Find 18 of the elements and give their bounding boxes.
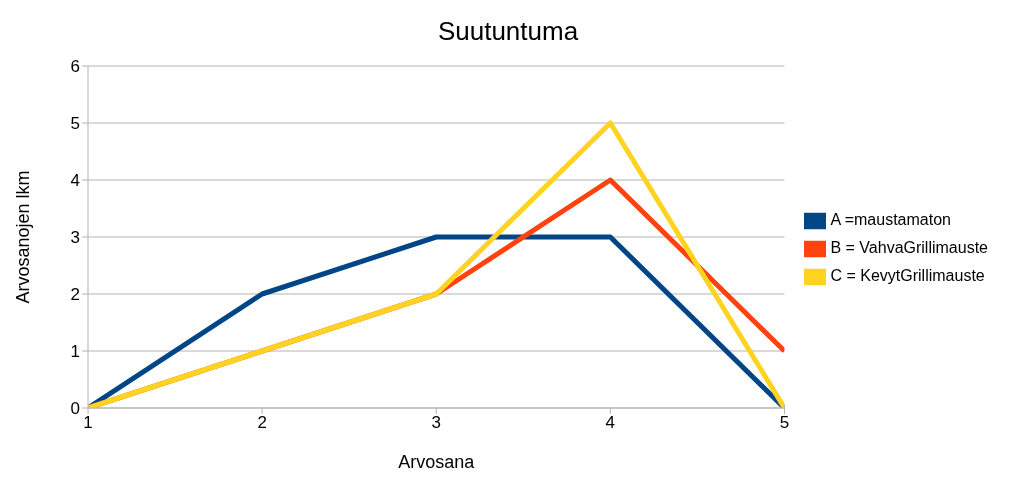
y-tick-label: 1 <box>70 342 80 362</box>
y-tick-label: 2 <box>70 285 80 305</box>
x-tick-label: 3 <box>431 413 441 433</box>
x-axis-title: Arvosana <box>398 452 476 472</box>
x-tick-label: 4 <box>605 413 616 433</box>
y-tick-label: 6 <box>70 57 80 77</box>
x-tick-label: 1 <box>83 413 93 433</box>
x-tick-label: 2 <box>257 413 267 433</box>
legend-label: B = VahvaGrillimauste <box>830 239 988 256</box>
y-tick-label: 5 <box>70 114 80 134</box>
legend-label: C = KevytGrillimauste <box>830 267 985 284</box>
y-axis-title: Arvosanojen lkm <box>13 170 34 304</box>
legend-label: A =maustamaton <box>830 211 951 228</box>
y-tick-label: 4 <box>70 171 80 191</box>
chart-title: Suutuntuma <box>436 16 580 47</box>
y-tick-label: 3 <box>70 228 80 248</box>
x-tick-label: 5 <box>779 413 790 433</box>
y-tick-label: 0 <box>70 399 80 419</box>
